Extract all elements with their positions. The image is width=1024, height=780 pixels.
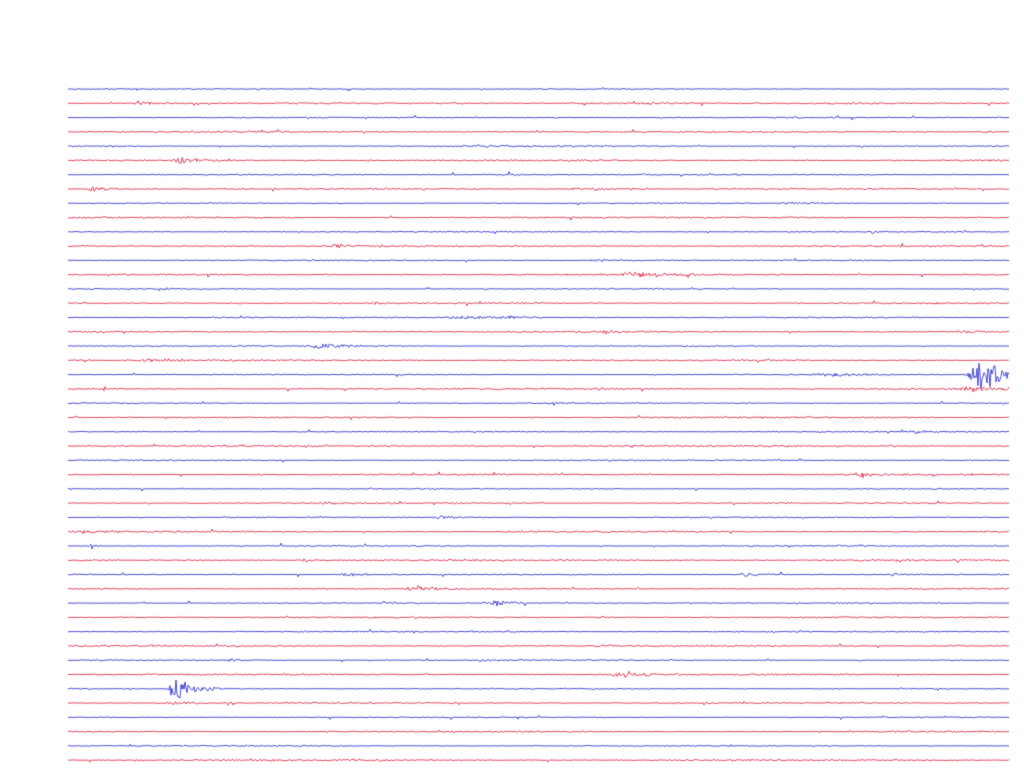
seismogram-traces-canvas — [0, 0, 1024, 780]
helicorder-page: HL Kalavryta 2025-04-24 Applied filter: … — [0, 0, 1024, 780]
